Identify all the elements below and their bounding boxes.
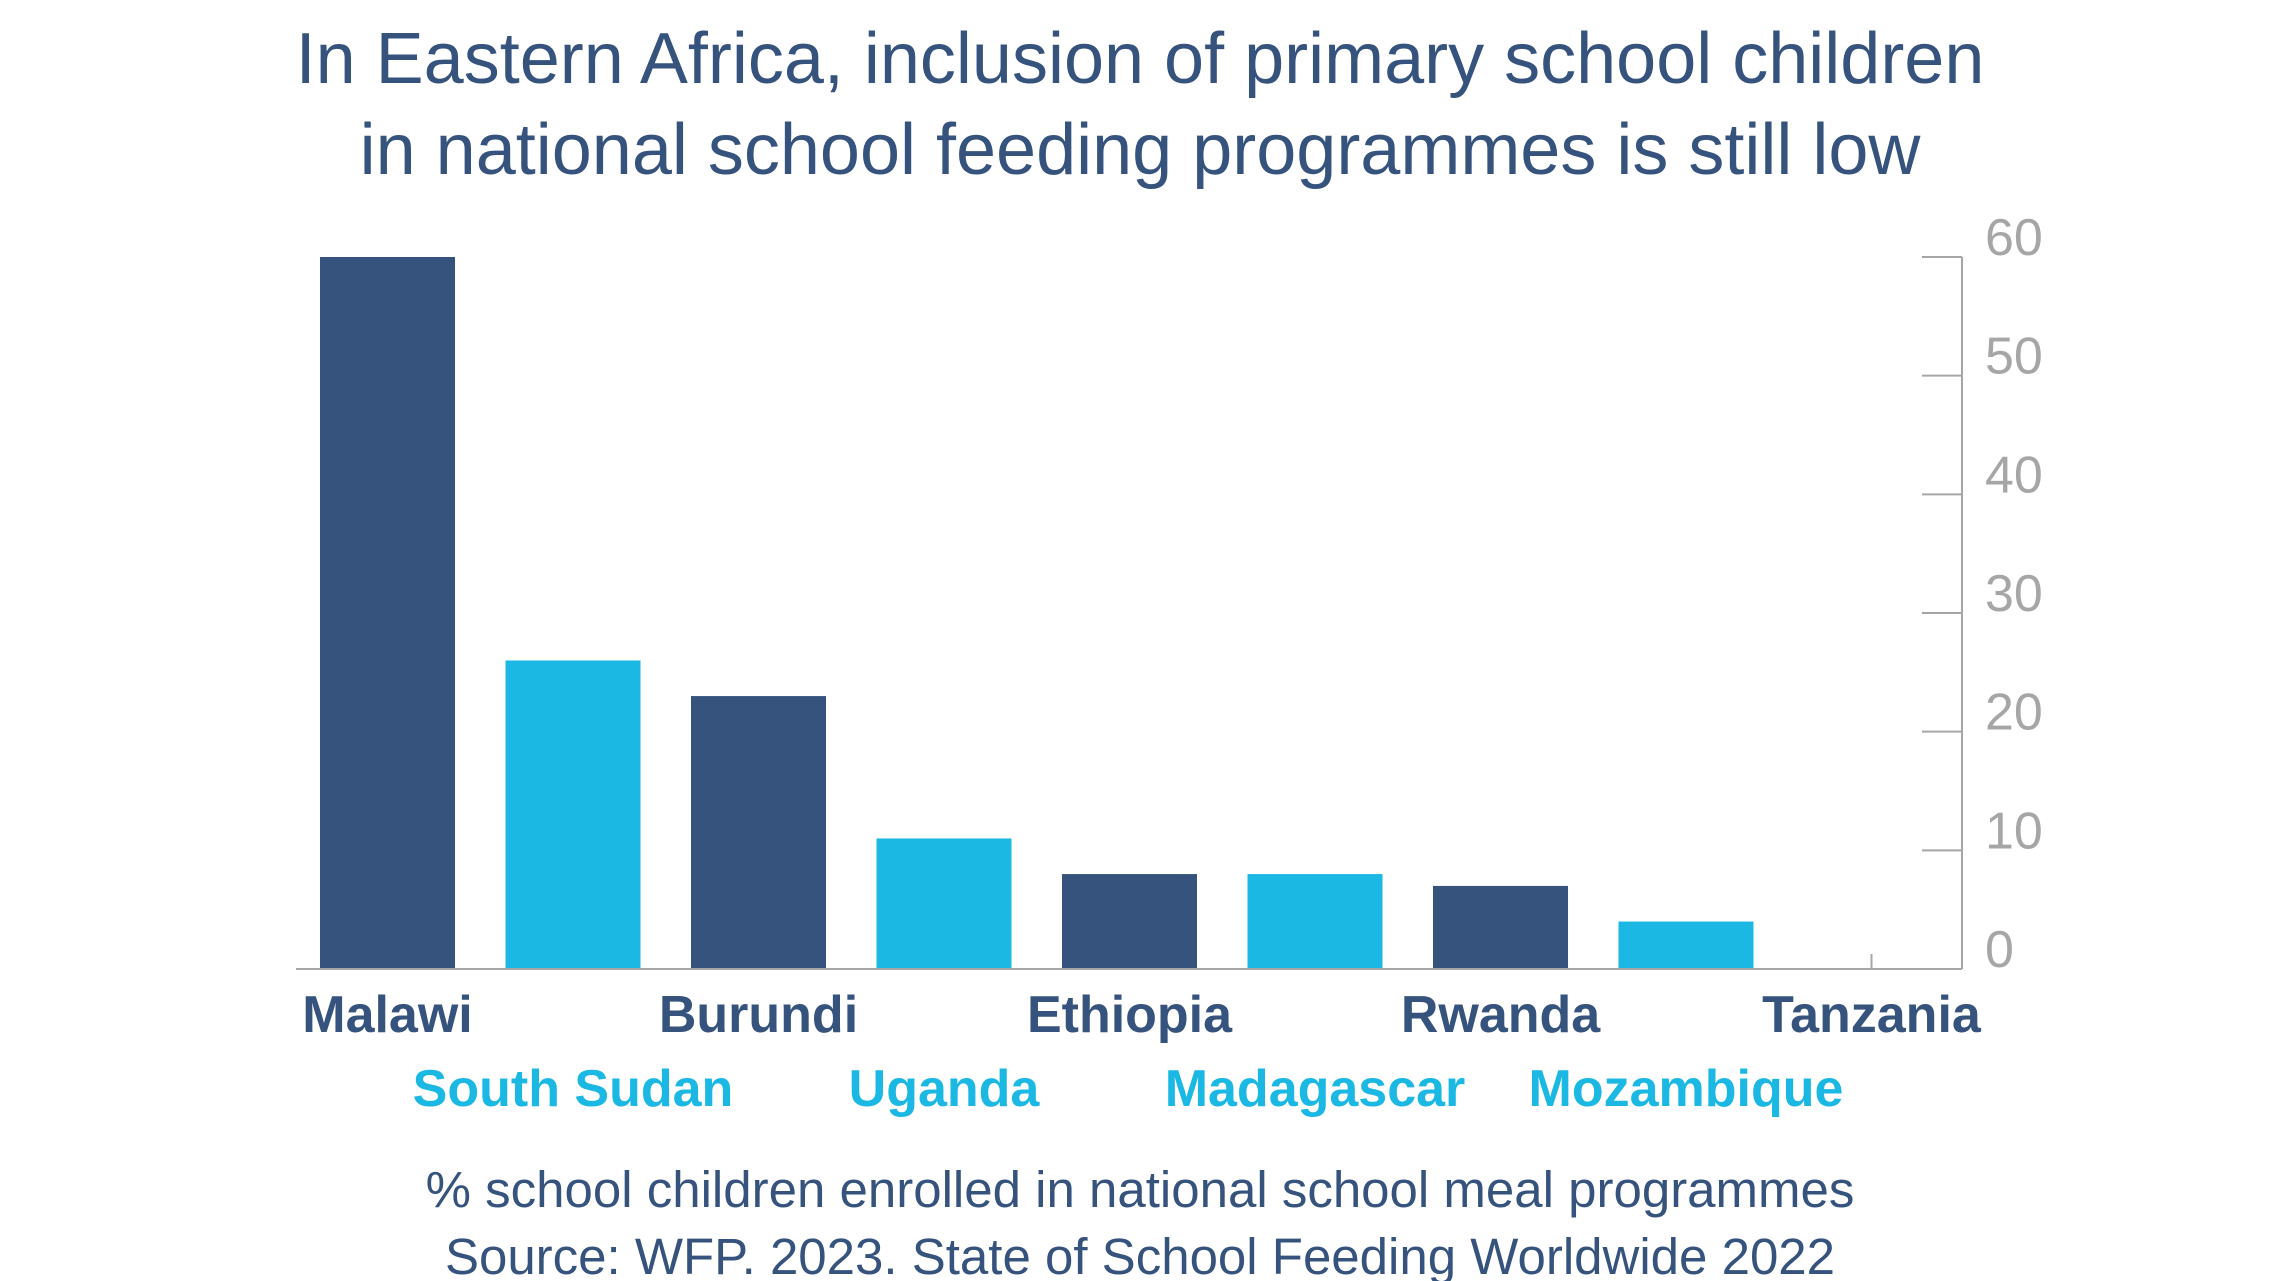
chart-title-line-1: In Eastern Africa, inclusion of primary … bbox=[295, 19, 1985, 99]
bar-ethiopia bbox=[1062, 874, 1197, 969]
bar-mozambique bbox=[1618, 921, 1754, 969]
chart-caption: % school children enrolled in national s… bbox=[425, 1161, 1855, 1218]
category-label-malawi: Malawi bbox=[302, 986, 473, 1044]
category-labels-layer: Malawi South Sudan Burundi Uganda Ethiopia Ma… bbox=[302, 986, 1982, 1118]
category-label-madagascar: Madagascar bbox=[1165, 1060, 1466, 1118]
bars-layer bbox=[320, 257, 1873, 969]
category-label-mozambique: Mozambique bbox=[1529, 1060, 1844, 1118]
category-label-tanzania: Tanzania bbox=[1762, 986, 1982, 1044]
bar-south-sudan bbox=[505, 660, 641, 969]
category-label-rwanda: Rwanda bbox=[1401, 986, 1601, 1044]
chart-title-line-2: in national school feeding programmes is… bbox=[359, 110, 1921, 190]
bar-rwanda bbox=[1433, 885, 1568, 969]
bar-malawi bbox=[320, 257, 455, 969]
category-label-burundi: Burundi bbox=[659, 986, 858, 1044]
y-tick-label-20: 20 bbox=[1985, 684, 2043, 742]
bar-madagascar bbox=[1247, 874, 1383, 969]
bar-uganda bbox=[876, 838, 1012, 969]
category-label-south-sudan: South Sudan bbox=[413, 1060, 734, 1118]
y-axis-layer: 0 10 20 30 40 50 60 bbox=[296, 209, 2043, 979]
category-label-uganda: Uganda bbox=[849, 1060, 1041, 1118]
y-tick-label-30: 30 bbox=[1985, 565, 2043, 623]
y-tick-label-40: 40 bbox=[1985, 446, 2043, 504]
category-label-ethiopia: Ethiopia bbox=[1027, 986, 1233, 1044]
y-tick-label-0: 0 bbox=[1985, 921, 2014, 979]
chart-source: Source: WFP. 2023. State of School Feedi… bbox=[444, 1228, 1836, 1281]
chart-title: In Eastern Africa, inclusion of primary … bbox=[0, 14, 2280, 196]
bar-burundi bbox=[691, 696, 826, 969]
y-tick-label-50: 50 bbox=[1985, 328, 2043, 386]
y-tick-label-10: 10 bbox=[1985, 802, 2043, 860]
y-tick-label-60: 60 bbox=[1985, 209, 2043, 267]
